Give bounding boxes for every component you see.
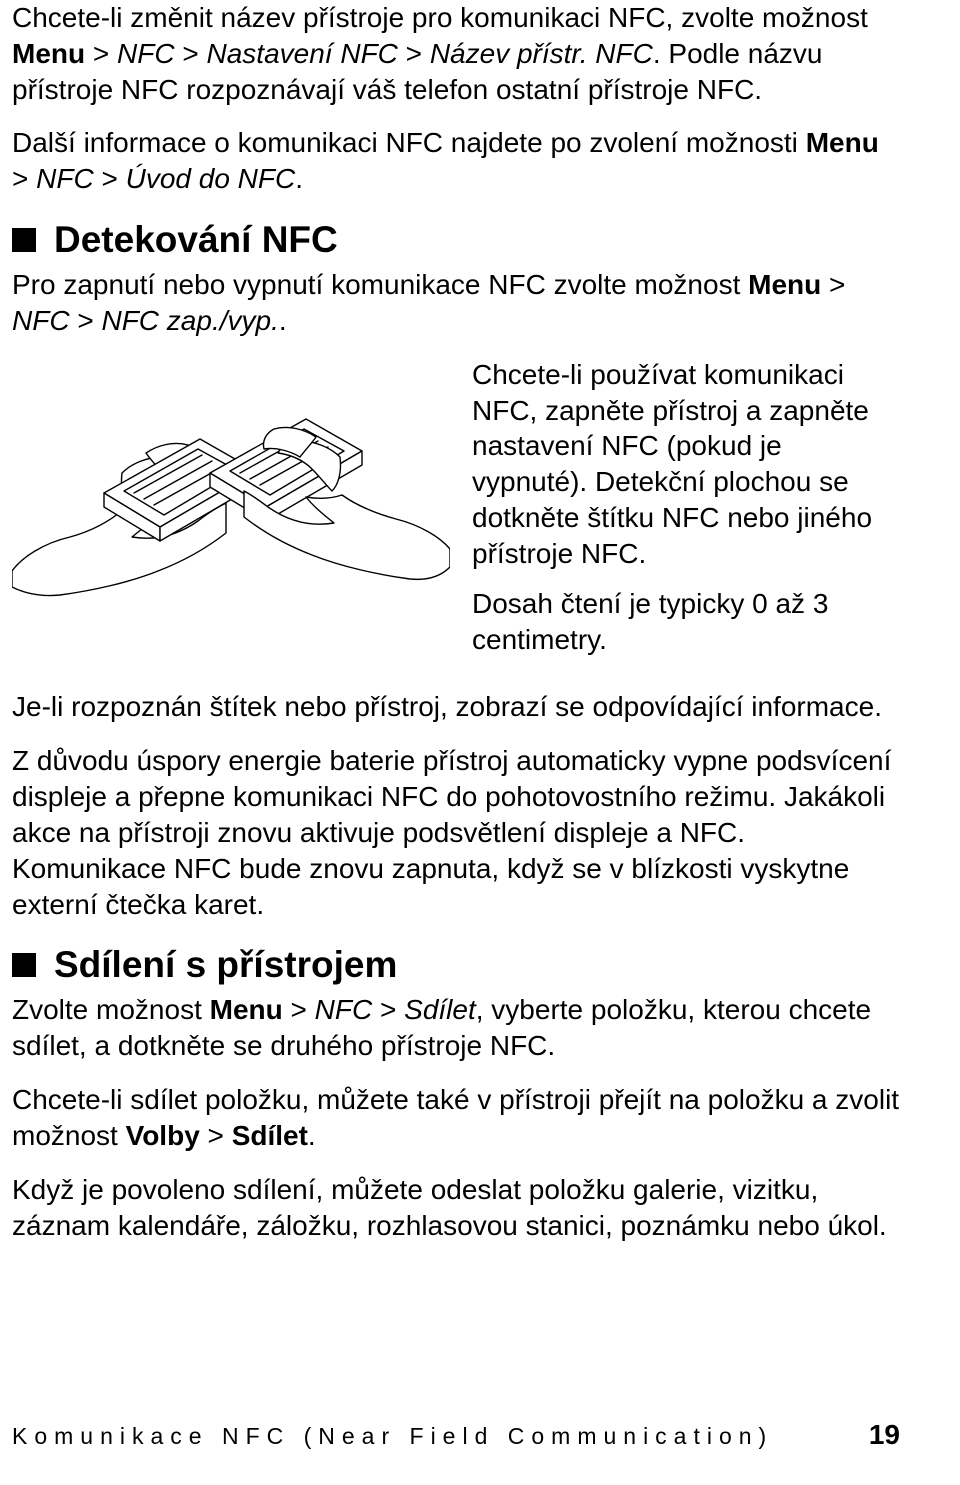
share-bold: Sdílet (232, 1120, 308, 1151)
text: > (200, 1120, 232, 1151)
paragraph-power-save: Z důvodu úspory energie baterie přístroj… (12, 743, 900, 922)
text: > (398, 38, 430, 69)
text: . (308, 1120, 316, 1151)
text: > (85, 38, 117, 69)
share-italic: Sdílet (404, 994, 476, 1025)
text: > (821, 269, 845, 300)
illustration-row: Chcete-li používat komunikaci NFC, zapně… (12, 357, 900, 672)
text: Chcete-li změnit název přístroje pro kom… (12, 2, 868, 33)
bullet-square-icon (12, 953, 36, 977)
options-bold: Volby (126, 1120, 200, 1151)
menu-bold: Menu (12, 38, 85, 69)
paragraph-share-options: Chcete-li sdílet položku, můžete také v … (12, 1082, 900, 1154)
bullet-square-icon (12, 228, 36, 252)
nfc-italic: NFC (315, 994, 373, 1025)
text: Zvolte možnost (12, 994, 210, 1025)
footer-page-number: 19 (869, 1419, 900, 1451)
text: > (283, 994, 315, 1025)
paragraph-share-items: Když je povoleno sdílení, můžete odeslat… (12, 1172, 900, 1244)
paragraph-toggle-nfc: Pro zapnutí nebo vypnutí komunikace NFC … (12, 267, 900, 339)
page-footer: Komunikace NFC (Near Field Communication… (12, 1419, 900, 1451)
nfc-touch-illustration (12, 361, 450, 619)
text: > (12, 163, 36, 194)
text: > (175, 38, 207, 69)
footer-title: Komunikace NFC (Near Field Communication… (12, 1423, 773, 1450)
settings-italic: Nastavení NFC (207, 38, 398, 69)
menu-bold: Menu (748, 269, 821, 300)
text: > (94, 163, 126, 194)
text: > (372, 994, 404, 1025)
nfc-italic: NFC (12, 305, 70, 336)
text: . (295, 163, 303, 194)
paragraph-rename-device: Chcete-li změnit název přístroje pro kom… (12, 0, 900, 107)
heading-text: Detekování NFC (54, 219, 338, 261)
text: Další informace o komunikaci NFC najdete… (12, 127, 806, 158)
paragraph-more-info: Další informace o komunikaci NFC najdete… (12, 125, 900, 197)
heading-detection: Detekování NFC (12, 219, 900, 261)
name-italic: Název přístr. NFC (430, 38, 653, 69)
paragraph-recognized: Je-li rozpoznán štítek nebo přístroj, zo… (12, 689, 900, 725)
text: . (279, 305, 287, 336)
heading-text: Sdílení s přístrojem (54, 944, 397, 986)
text: Pro zapnutí nebo vypnutí komunikace NFC … (12, 269, 748, 300)
menu-bold: Menu (806, 127, 879, 158)
paragraph-share-menu: Zvolte možnost Menu > NFC > Sdílet, vybe… (12, 992, 900, 1064)
intro-italic: Úvod do NFC (126, 163, 296, 194)
text: > (70, 305, 102, 336)
nfc-italic: NFC (117, 38, 175, 69)
heading-sharing: Sdílení s přístrojem (12, 944, 900, 986)
page: Chcete-li změnit název přístroje pro kom… (0, 0, 960, 1485)
menu-bold: Menu (210, 994, 283, 1025)
onoff-italic: NFC zap./vyp. (101, 305, 278, 336)
nfc-italic: NFC (36, 163, 94, 194)
